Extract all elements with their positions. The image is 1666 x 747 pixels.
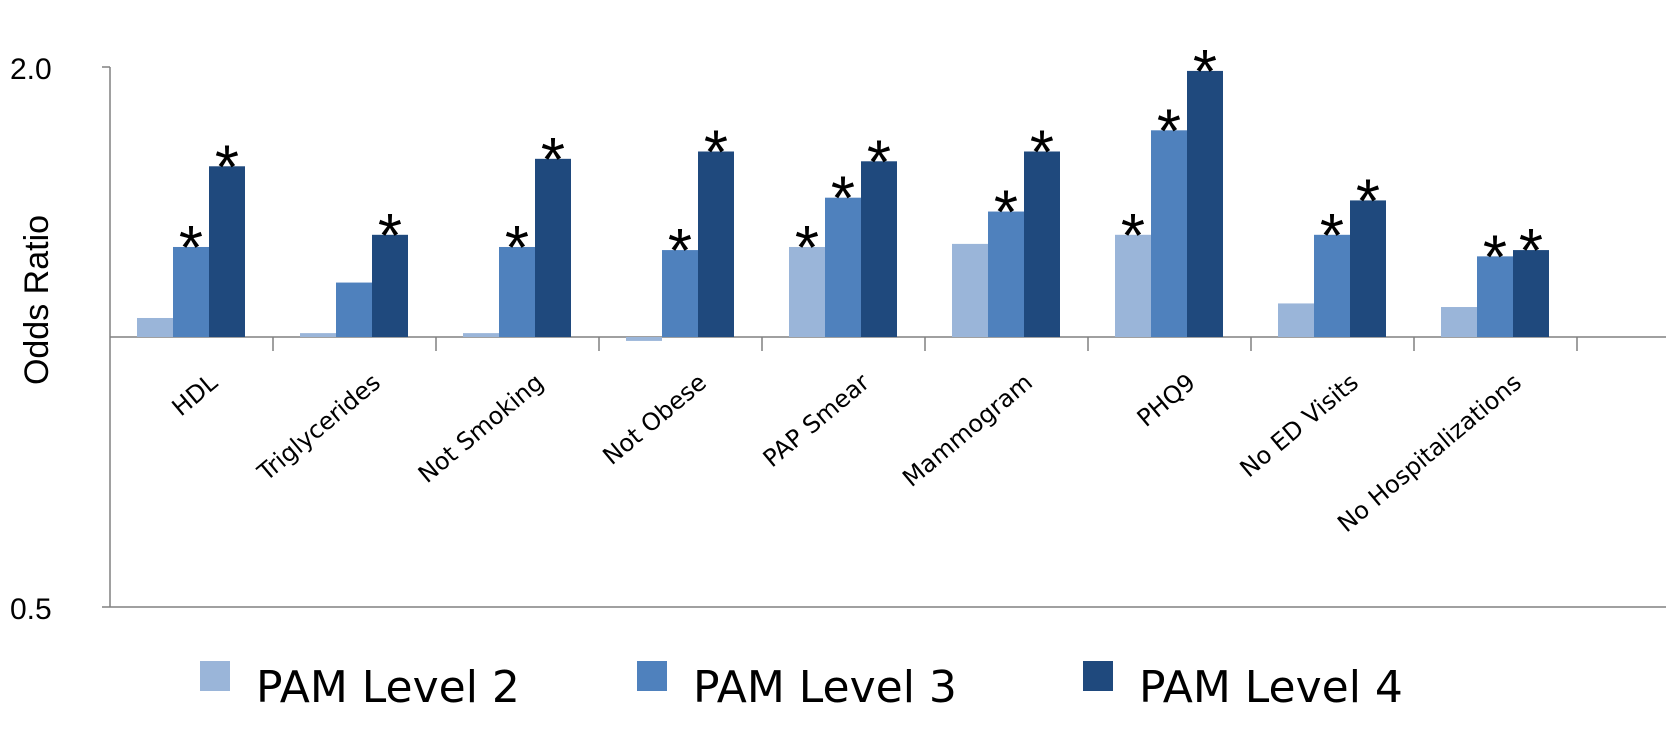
significance-marker: * <box>1030 118 1054 187</box>
y-tick-label: 0.5 <box>10 593 52 626</box>
bar-pam-level-2 <box>789 246 825 337</box>
bar-pam-level-3 <box>825 197 861 337</box>
bar-pam-level-4 <box>1513 250 1549 337</box>
bar-pam-level-2 <box>1278 303 1314 337</box>
significance-marker: * <box>541 126 565 195</box>
significance-marker: * <box>1121 202 1145 271</box>
bar-pam-level-2 <box>137 317 173 337</box>
category-label: PAP Smear <box>758 368 875 473</box>
legend-swatch <box>637 661 667 691</box>
legend-swatch <box>200 661 230 691</box>
bar-pam-level-4 <box>209 166 245 337</box>
legend: PAM Level 2 PAM Level 3 PAM Level 4 <box>200 661 1403 713</box>
significance-marker: * <box>867 128 891 197</box>
bar-pam-level-2 <box>1441 307 1477 337</box>
bar-pam-level-2 <box>1115 234 1151 337</box>
category-label: PHQ9 <box>1132 368 1201 432</box>
significance-marker: * <box>179 214 203 283</box>
significance-marker: * <box>215 133 239 202</box>
category-label: Not Obese <box>597 368 711 470</box>
significance-marker: * <box>704 118 728 187</box>
significance-marker: * <box>378 202 402 271</box>
bar-pam-level-4 <box>1024 151 1060 337</box>
bar-pam-level-4 <box>535 158 571 337</box>
bar-pam-level-4 <box>372 234 408 337</box>
bar-pam-level-3 <box>336 282 372 337</box>
bar-pam-level-4 <box>1187 70 1223 337</box>
category-label: Mammogram <box>897 368 1038 492</box>
significance-marker: * <box>1356 167 1380 236</box>
bar-pam-level-3 <box>988 211 1024 337</box>
legend-swatch <box>1083 661 1113 691</box>
bar-pam-level-4 <box>698 151 734 337</box>
legend-label: PAM Level 4 <box>1139 662 1403 713</box>
plot-area: 0.52.0**HDL*Triglycerides**Not Smoking**… <box>10 38 1666 626</box>
significance-marker: * <box>795 214 819 283</box>
legend-label: PAM Level 2 <box>256 662 520 713</box>
significance-marker: * <box>1193 38 1217 107</box>
bar-pam-level-4 <box>1350 200 1386 337</box>
bar-pam-level-3 <box>1151 130 1187 337</box>
bar-pam-level-4 <box>861 161 897 337</box>
bar-pam-level-3 <box>173 246 209 337</box>
significance-marker: * <box>505 214 529 283</box>
bar-pam-level-3 <box>1314 234 1350 337</box>
significance-marker: * <box>1483 223 1507 292</box>
y-axis-label: Odds Ratio <box>18 215 56 385</box>
category-label: Triglycerides <box>252 368 386 487</box>
significance-marker: * <box>668 217 692 286</box>
category-label: No Hospitalizations <box>1332 368 1527 538</box>
bar-pam-level-3 <box>662 250 698 337</box>
bar-pam-level-2 <box>626 337 662 341</box>
significance-marker: * <box>1157 97 1181 166</box>
significance-marker: * <box>1519 217 1543 286</box>
bar-pam-level-2 <box>300 333 336 337</box>
y-tick-label: 2.0 <box>10 53 52 86</box>
significance-marker: * <box>994 179 1018 248</box>
category-label: Not Smoking <box>413 368 549 488</box>
bar-pam-level-2 <box>952 243 988 337</box>
bar-pam-level-3 <box>499 246 535 337</box>
significance-marker: * <box>831 165 855 234</box>
category-label: No ED Visits <box>1235 368 1364 483</box>
category-label: HDL <box>167 368 224 422</box>
bar-pam-level-3 <box>1477 256 1513 337</box>
significance-marker: * <box>1320 202 1344 271</box>
bar-pam-level-2 <box>463 333 499 337</box>
legend-label: PAM Level 3 <box>693 662 957 713</box>
